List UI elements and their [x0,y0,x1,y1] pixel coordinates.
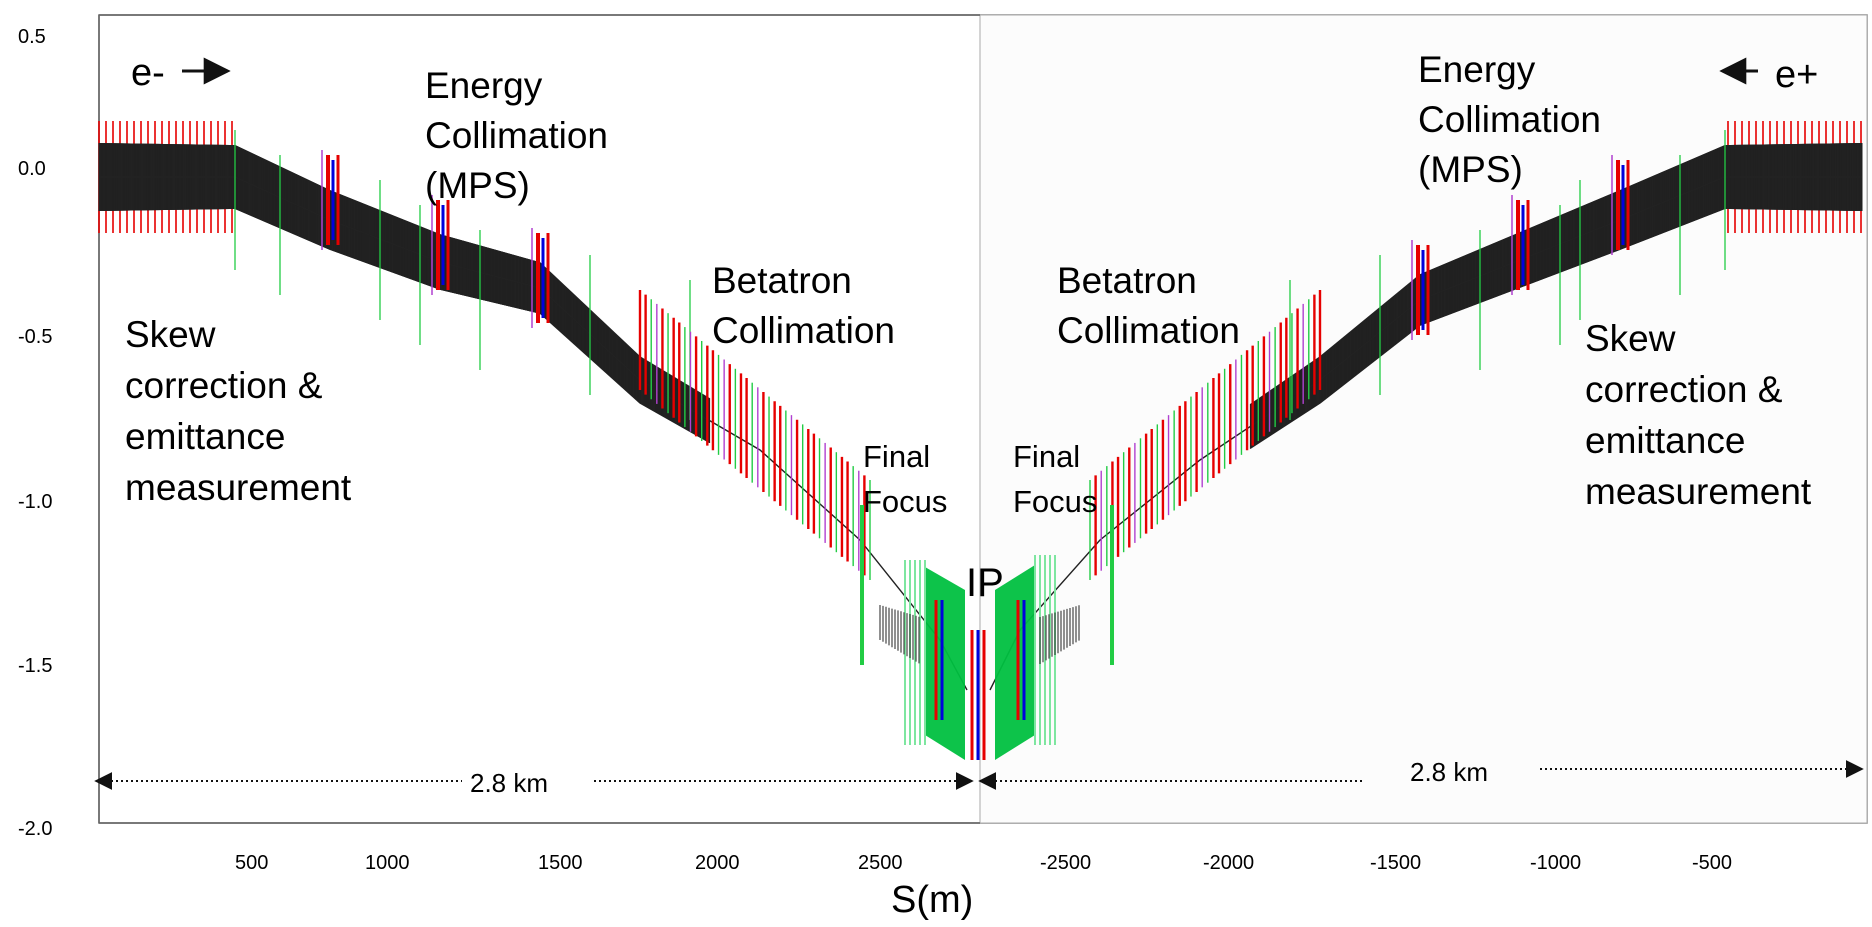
x-tick-label: -1000 [1530,852,1581,874]
x-tick-label: 1000 [365,852,410,874]
final-focus-magnet [925,567,965,760]
y-tick-label: -0.5 [18,326,52,348]
text-line: correction & [125,365,323,406]
x-axis-title: S(m) [891,879,973,921]
skew-correction-right: Skew correction & emittance measurement [1585,318,1812,512]
final-focus-left: Final Focus [863,439,947,519]
text-line: (MPS) [425,165,530,206]
y-tick-label: 0.0 [18,158,46,180]
text-line: emittance [1585,420,1745,461]
betatron-collimation-right: Betatron Collimation [1057,260,1240,351]
text-line: Collimation [1057,310,1240,351]
y-tick-label: 0.5 [18,26,46,48]
y-tick-label: -1.0 [18,491,52,513]
skew-correction-left: Skew correction & emittance measurement [125,314,352,508]
y-axis: 0.5 0.0 -0.5 -1.0 -1.5 -2.0 [18,26,52,840]
text-line: Collimation [425,115,608,156]
annotations: e- e+ Energy Collimation (MPS) Energy Co… [125,49,1818,605]
text-line: Energy [425,65,543,106]
text-line: Energy [1418,49,1536,90]
x-axis: 500 1000 1500 2000 2500 -2500 -2000 -150… [235,852,1732,921]
energy-collimation-right: Energy Collimation (MPS) [1418,49,1611,190]
text-line: Collimation [1418,99,1601,140]
text-line: Skew [125,314,216,355]
text-line: Final [1013,439,1080,474]
x-tick-label: -2000 [1203,852,1254,874]
text-line: (MPS) [1418,149,1523,190]
text-line: emittance [125,416,285,457]
beam-centerline-right [989,176,1862,691]
text-line: correction & [1585,369,1783,410]
distance-label-right: 2.8 km [1410,757,1488,787]
text-line: Skew [1585,318,1676,359]
beamline-elements [98,121,1863,760]
x-tick-label: -500 [1692,852,1732,874]
x-tick-label: 2500 [858,852,903,874]
text-line: Betatron [1057,260,1197,301]
betatron-collimation-left: Betatron Collimation [712,260,895,351]
x-tick-label: -1500 [1370,852,1421,874]
x-tick-label: 500 [235,852,268,874]
y-tick-label: -2.0 [18,818,52,840]
distance-label-left: 2.8 km [470,768,548,798]
text-line: Collimation [712,310,895,351]
y-tick-label: -1.5 [18,655,52,677]
x-tick-label: -2500 [1040,852,1091,874]
text-line: Focus [863,484,947,519]
energy-collimation-left: Energy Collimation (MPS) [425,65,618,206]
text-line: measurement [125,467,352,508]
distance-markers: 2.8 km 2.8 km [94,757,1864,798]
positron-label: e+ [1775,54,1818,96]
x-tick-label: 1500 [538,852,583,874]
interaction-point-label: IP [966,561,1004,605]
text-line: Final [863,439,930,474]
text-line: Betatron [712,260,852,301]
final-focus-right: Final Focus [1013,439,1097,519]
text-line: measurement [1585,471,1812,512]
text-line: Focus [1013,484,1097,519]
x-tick-label: 2000 [695,852,740,874]
electron-label: e- [131,52,165,94]
